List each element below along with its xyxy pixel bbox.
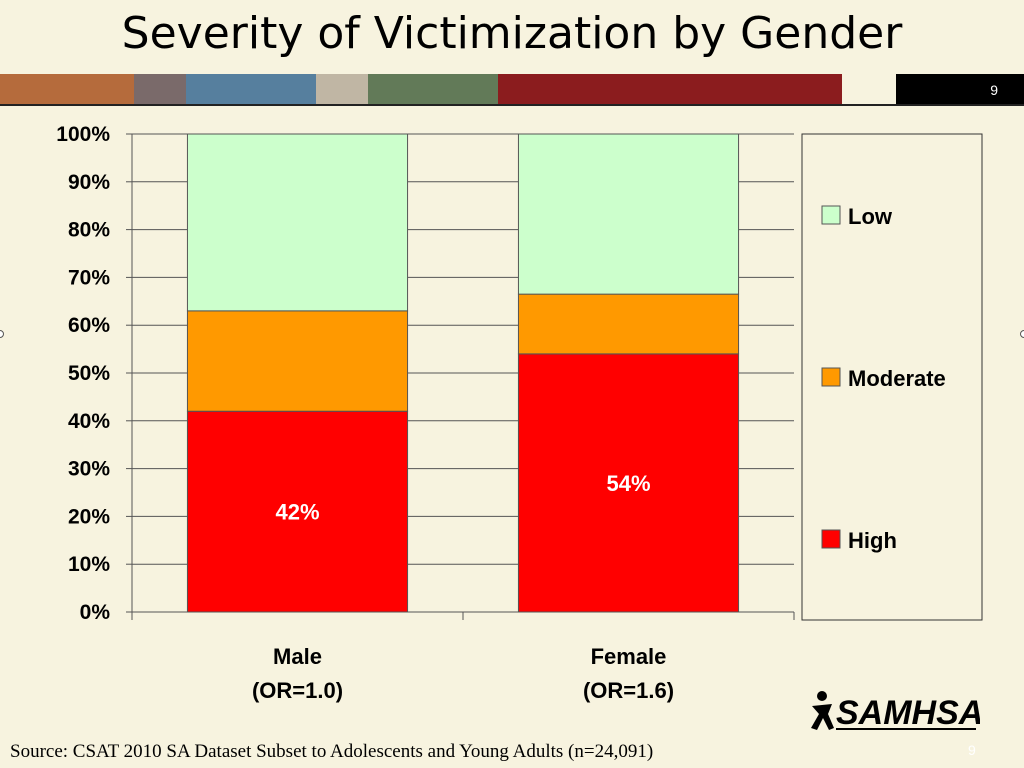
bar-segment-moderate — [517, 293, 740, 355]
bar-segment-high — [186, 410, 409, 613]
y-tick-label: 40% — [68, 410, 110, 433]
stripe-segment — [368, 74, 498, 106]
bar-segment-moderate — [186, 310, 409, 412]
samhsa-logo: SAMHSA — [811, 691, 980, 732]
stripe-segment — [134, 74, 186, 106]
bar-segment-high — [517, 353, 740, 613]
y-tick-label: 60% — [68, 314, 110, 337]
bars: 42% 54% — [186, 133, 740, 613]
y-tick-label: 80% — [68, 219, 110, 242]
y-tick-label: 100% — [56, 123, 110, 146]
samhsa-logo-text: SAMHSA — [836, 694, 980, 732]
legend: Low Moderate High — [821, 204, 946, 553]
legend-label: Low — [848, 204, 893, 229]
x-category-label: (OR=1.0) — [252, 678, 343, 703]
title-bar: Severity of Victimization by Gender — [0, 0, 1024, 74]
y-tick-label: 0% — [80, 601, 111, 624]
page-number-bottom: 9 — [968, 742, 976, 758]
legend-swatch-high — [821, 529, 841, 549]
stripe-segment — [316, 74, 368, 106]
stripe-segment — [0, 74, 134, 106]
stripe-segment — [498, 74, 842, 106]
person-icon — [811, 691, 834, 730]
x-category-label: Female — [591, 644, 667, 669]
header-rule — [0, 104, 1024, 106]
legend-swatch-moderate — [821, 367, 841, 387]
legend-swatch-low — [821, 205, 841, 225]
bar-segment-low — [517, 133, 740, 295]
x-category-label: (OR=1.6) — [583, 678, 674, 703]
source-note: Source: CSAT 2010 SA Dataset Subset to A… — [10, 741, 654, 762]
y-axis-ticks: 0% 10% 20% 30% 40% 50% 60% 70% 80% 90% 100% — [56, 123, 132, 624]
slide-title: Severity of Victimization by Gender — [121, 8, 903, 59]
y-tick-label: 50% — [68, 362, 110, 385]
data-label: 42% — [275, 500, 319, 525]
legend-label: High — [848, 528, 897, 553]
y-tick-label: 10% — [68, 553, 110, 576]
y-tick-label: 90% — [68, 171, 110, 194]
stripe-segment — [186, 74, 316, 106]
bar-segment-low — [186, 133, 409, 312]
page-number-top: 9 — [896, 74, 1024, 106]
right-edge-handle — [1020, 330, 1024, 338]
x-axis-labels: Male (OR=1.0) Female (OR=1.6) — [252, 644, 674, 703]
y-tick-label: 30% — [68, 458, 110, 481]
stripe-segment — [842, 74, 896, 106]
x-category-label: Male — [273, 644, 322, 669]
y-tick-label: 70% — [68, 266, 110, 289]
legend-label: Moderate — [848, 366, 946, 391]
data-label: 54% — [606, 471, 650, 496]
y-tick-label: 20% — [68, 505, 110, 528]
